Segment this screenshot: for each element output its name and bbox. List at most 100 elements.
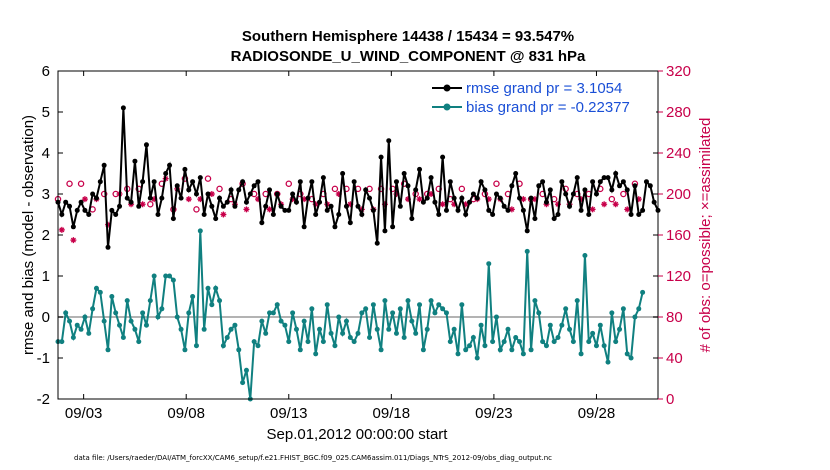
rmse-point [563,191,569,197]
bias-point [555,335,561,340]
rmse-point [409,216,415,222]
rmse-point [151,179,157,185]
y-tick-label: 5 [42,104,50,121]
bias-point [236,347,242,353]
obs-assimilated-point [393,191,400,197]
bias-point [113,310,119,316]
legend-bias-marker [443,103,451,111]
legend-bias-label: bias grand pr = -0.22377 [466,99,630,116]
bias-point [178,326,184,332]
bias-point [290,310,296,316]
bias-point [617,326,623,332]
bias-point [482,343,488,349]
y-tick-label: -1 [37,350,50,367]
rmse-point [490,212,496,217]
rmse-point [420,199,426,205]
bias-point [413,330,419,336]
rmse-point [78,199,84,205]
rmse-point [440,154,446,160]
bias-point [278,318,284,324]
y-tick-label: 1 [42,268,50,285]
rmse-point [397,203,403,209]
bias-point [147,298,153,304]
bias-point [474,355,480,361]
rmse-point [540,179,546,185]
plot-background [58,71,658,399]
bias-point [70,335,76,340]
rmse-point [355,203,361,209]
obs-possible-point [66,180,73,187]
obs-assimilated-point [301,196,308,203]
rmse-point [367,195,373,201]
bias-point [432,310,438,316]
rmse-point [147,195,153,201]
bias-point [513,335,519,340]
bias-point [167,273,173,279]
rmse-point [605,175,611,181]
rmse-point [290,191,296,197]
obs-assimilated-point [58,226,65,233]
y-tick-label: 6 [42,63,50,80]
obs-assimilated-point [255,196,261,203]
bias-point [609,310,615,316]
rmse-point [374,240,380,246]
obs-assimilated-point [381,201,388,208]
rmse-point [305,195,311,201]
bias-point [251,339,257,345]
bias-point [140,310,146,316]
bias-point [543,343,549,349]
rmse-point [417,166,423,172]
rmse-point [282,207,288,213]
rmse-point [278,203,284,209]
rmse-point [640,207,646,213]
rmse-point [209,203,215,209]
bias-point [605,359,611,365]
rmse-point [493,191,499,197]
rmse-point [363,187,369,193]
bias-point [217,298,223,304]
y2-tick-label: 80 [666,309,683,326]
obs-assimilated-point [635,196,642,203]
rmse-point [413,187,419,193]
bias-point [351,339,357,345]
rmse-point [67,203,73,209]
obs-possible-point [216,185,223,193]
rmse-point [382,228,388,234]
bias-point [190,294,196,299]
obs-possible-point [620,190,627,198]
footer-data-file: data file: /Users/raeder/DAI/ATM_forcXX/… [74,454,552,462]
bias-point [624,351,630,357]
bias-point [332,343,338,349]
bias-point [347,335,353,340]
bias-point [397,306,403,312]
rmse-point [578,207,584,213]
bias-point [301,318,307,324]
bias-point [213,285,219,291]
bias-point [613,339,619,345]
rmse-point [136,203,142,209]
bias-point [240,380,246,386]
bias-point [355,330,361,336]
bias-point [436,302,442,308]
bias-point [197,228,203,234]
rmse-point [170,216,176,222]
obs-possible-point [193,206,200,213]
y-tick-label: 4 [42,145,50,162]
rmse-point [405,183,411,189]
obs-assimilated-point [612,201,619,208]
y-tick-label: 0 [42,309,50,326]
bias-point [124,298,130,304]
y-axis-left: -2 -1 0 1 2 3 4 5 6 [37,63,658,408]
bias-point [363,306,369,312]
bias-point [486,261,492,267]
rmse-point [570,191,576,197]
rmse-point [155,212,161,217]
rmse-point [590,179,596,185]
bias-point [578,351,584,357]
bias-point [151,273,157,279]
chart-subtitle: RADIOSONDE_U_WIND_COMPONENT @ 831 hPa [231,48,586,65]
rmse-point [601,175,607,181]
bias-point [343,318,349,324]
bias-point [78,326,84,332]
bias-point [255,343,261,349]
